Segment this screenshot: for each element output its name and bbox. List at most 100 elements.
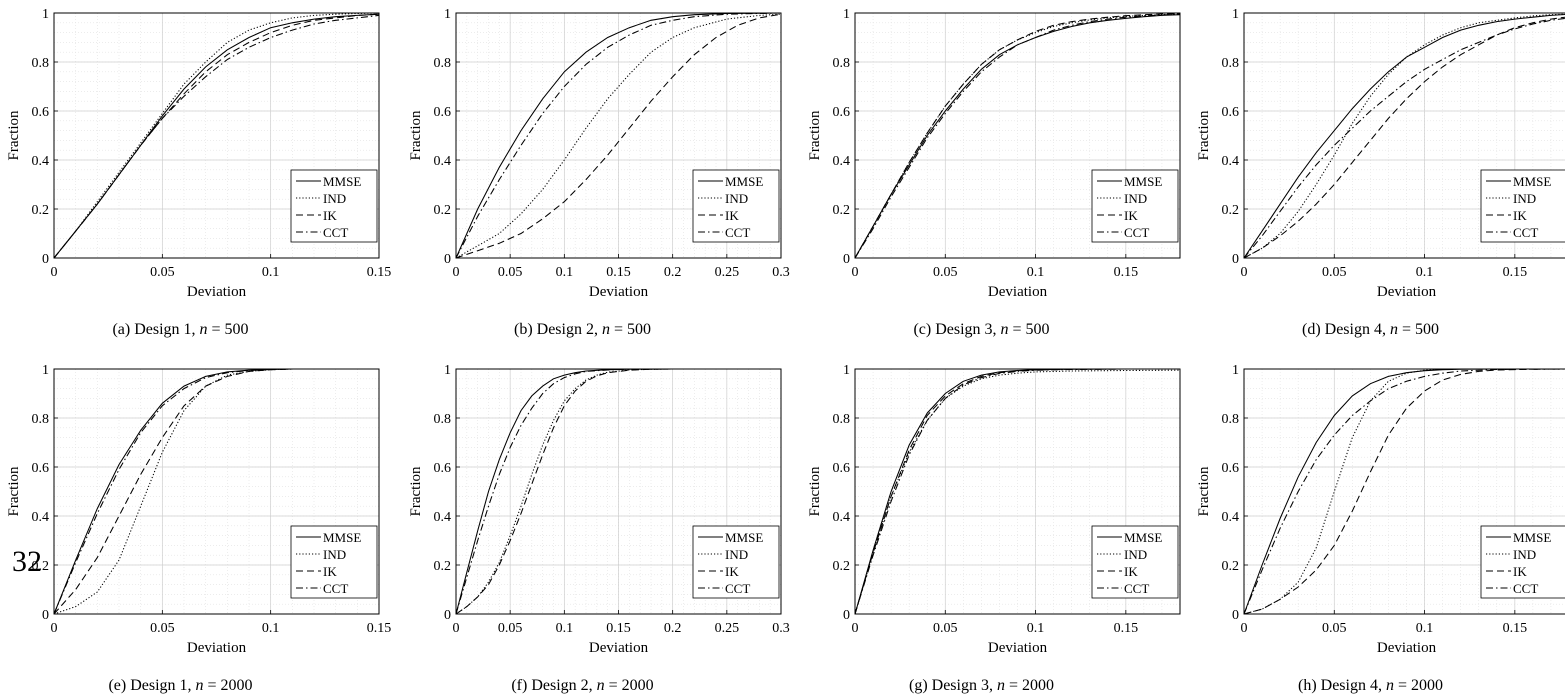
y-tick-label: 0.8 — [32, 56, 50, 71]
y-tick-label: 0.8 — [434, 56, 452, 71]
y-tick-label: 0.4 — [833, 154, 851, 169]
y-tick-label: 0.6 — [434, 461, 452, 476]
y-tick-label: 0.4 — [434, 154, 452, 169]
legend-label: IND — [1124, 191, 1147, 206]
y-tick-label: 1 — [444, 363, 451, 378]
y-tick-label: 0.8 — [1222, 412, 1240, 427]
x-tick-label: 0 — [453, 265, 460, 280]
y-tick-label: 0.6 — [833, 461, 851, 476]
x-axis-label: Deviation — [589, 284, 649, 300]
y-tick-label: 1 — [843, 363, 850, 378]
legend-label: IK — [725, 564, 739, 579]
series-line-cct — [1243, 17, 1565, 259]
y-tick-label: 1 — [843, 7, 850, 22]
series-line-ik — [53, 368, 379, 615]
y-tick-label: 0.8 — [833, 412, 851, 427]
y-tick-label: 0 — [843, 608, 850, 623]
y-tick-label: 0.2 — [833, 203, 851, 218]
y-tick-label: 0 — [444, 608, 451, 623]
axes-box — [53, 12, 380, 259]
y-axis-label: Fraction — [807, 110, 823, 160]
x-tick-label: 0 — [51, 265, 58, 280]
legend-box — [1091, 169, 1179, 243]
x-axis-label: Deviation — [187, 284, 247, 300]
legend-label: IND — [323, 547, 346, 562]
legend-label: IK — [1124, 208, 1138, 223]
legend-box — [1480, 525, 1565, 599]
x-tick-label: 0 — [1241, 621, 1248, 636]
x-tick-label: 0.05 — [933, 621, 958, 636]
x-tick-label: 0 — [852, 265, 859, 280]
y-tick-label: 0.8 — [1222, 56, 1240, 71]
y-tick-label: 0.4 — [1222, 510, 1240, 525]
y-tick-label: 0.8 — [833, 56, 851, 71]
legend-label: MMSE — [1513, 530, 1551, 545]
chart-panel: 0 0.05 0.1 0.15 0 0.2 0.4 0.6 0.8 1 Deviation Fract… — [807, 7, 1181, 338]
x-tick-label: 0.15 — [367, 621, 392, 636]
y-axis-label: Fraction — [6, 110, 22, 160]
x-tick-label: 0.15 — [1503, 265, 1528, 280]
y-tick-label: 0.8 — [434, 412, 452, 427]
series-line-cct — [1243, 368, 1565, 615]
x-tick-label: 0.2 — [664, 621, 682, 636]
subfigure-caption: (a) Design 1, n = 500 — [112, 321, 248, 338]
x-tick-label: 0 — [453, 621, 460, 636]
y-tick-label: 0 — [1232, 252, 1239, 267]
page-number: 32 — [12, 545, 42, 578]
x-axis-label: Deviation — [1377, 640, 1437, 656]
legend-box — [290, 169, 378, 243]
legend-label: MMSE — [725, 530, 763, 545]
x-tick-label: 0.15 — [1114, 621, 1139, 636]
legend-label: CCT — [725, 581, 750, 596]
y-tick-label: 0.2 — [434, 203, 452, 218]
x-tick-label: 0.1 — [262, 621, 280, 636]
y-tick-label: 0.2 — [1222, 203, 1240, 218]
subfigure-caption: (h) Design 4, n = 2000 — [1298, 677, 1443, 694]
chart-panel: 0 0.05 0.1 0.15 0.2 0.25 0.3 0 0.2 0.4 0.6 0.8 1 Devi… — [408, 363, 790, 694]
x-tick-label: 0.3 — [772, 265, 790, 280]
y-tick-label: 1 — [42, 7, 49, 22]
chart-panel: 0 0.05 0.1 0.15 0 0.2 0.4 0.6 0.8 1 Deviation Fract… — [1196, 7, 1565, 338]
subfigure-caption: (g) Design 3, n = 2000 — [909, 677, 1054, 694]
x-tick-label: 0.1 — [1027, 265, 1045, 280]
subfigure-caption: (b) Design 2, n = 500 — [514, 321, 651, 338]
x-tick-label: 0.05 — [498, 621, 523, 636]
x-tick-label: 0.05 — [150, 621, 175, 636]
legend-label: MMSE — [323, 530, 361, 545]
x-tick-label: 0.1 — [556, 265, 574, 280]
y-tick-label: 1 — [1232, 363, 1239, 378]
y-tick-label: 0.4 — [434, 510, 452, 525]
y-tick-label: 0.6 — [32, 105, 50, 120]
legend-label: IND — [323, 191, 346, 206]
y-tick-label: 0.4 — [32, 154, 50, 169]
x-tick-label: 0.15 — [606, 621, 631, 636]
y-axis-label: Fraction — [408, 110, 424, 160]
series-line-cct — [854, 368, 1180, 615]
series-line-cct — [53, 368, 379, 615]
y-tick-label: 0.4 — [32, 510, 50, 525]
legend-box — [692, 525, 780, 599]
x-tick-label: 0.05 — [150, 265, 175, 280]
legend-label: CCT — [323, 581, 348, 596]
x-tick-label: 0 — [1241, 265, 1248, 280]
series-line-cct — [53, 14, 380, 259]
subfigure-caption: (e) Design 1, n = 2000 — [108, 677, 252, 694]
legend-label: CCT — [323, 225, 348, 240]
y-tick-label: 0.6 — [1222, 461, 1240, 476]
subfigure-caption: (c) Design 3, n = 500 — [913, 321, 1049, 338]
series-line-ind — [53, 368, 379, 615]
y-tick-label: 0.4 — [833, 510, 851, 525]
chart-panel: 0 0.05 0.1 0.15 0.2 0.25 0.3 0 0.2 0.4 0.6 0.8 1 Devi… — [408, 7, 790, 338]
series-line-ind — [455, 13, 782, 259]
y-tick-label: 0.4 — [1222, 154, 1240, 169]
legend-label: CCT — [1513, 581, 1538, 596]
x-axis-label: Deviation — [187, 640, 247, 656]
x-axis-label: Deviation — [1377, 284, 1437, 300]
series-line-cct — [455, 368, 781, 615]
legend-label: CCT — [1124, 581, 1149, 596]
y-axis-label: Fraction — [1196, 110, 1212, 160]
legend-label: IK — [725, 208, 739, 223]
x-tick-label: 0 — [51, 621, 58, 636]
x-tick-label: 0.15 — [367, 265, 392, 280]
legend-box — [1480, 169, 1565, 243]
